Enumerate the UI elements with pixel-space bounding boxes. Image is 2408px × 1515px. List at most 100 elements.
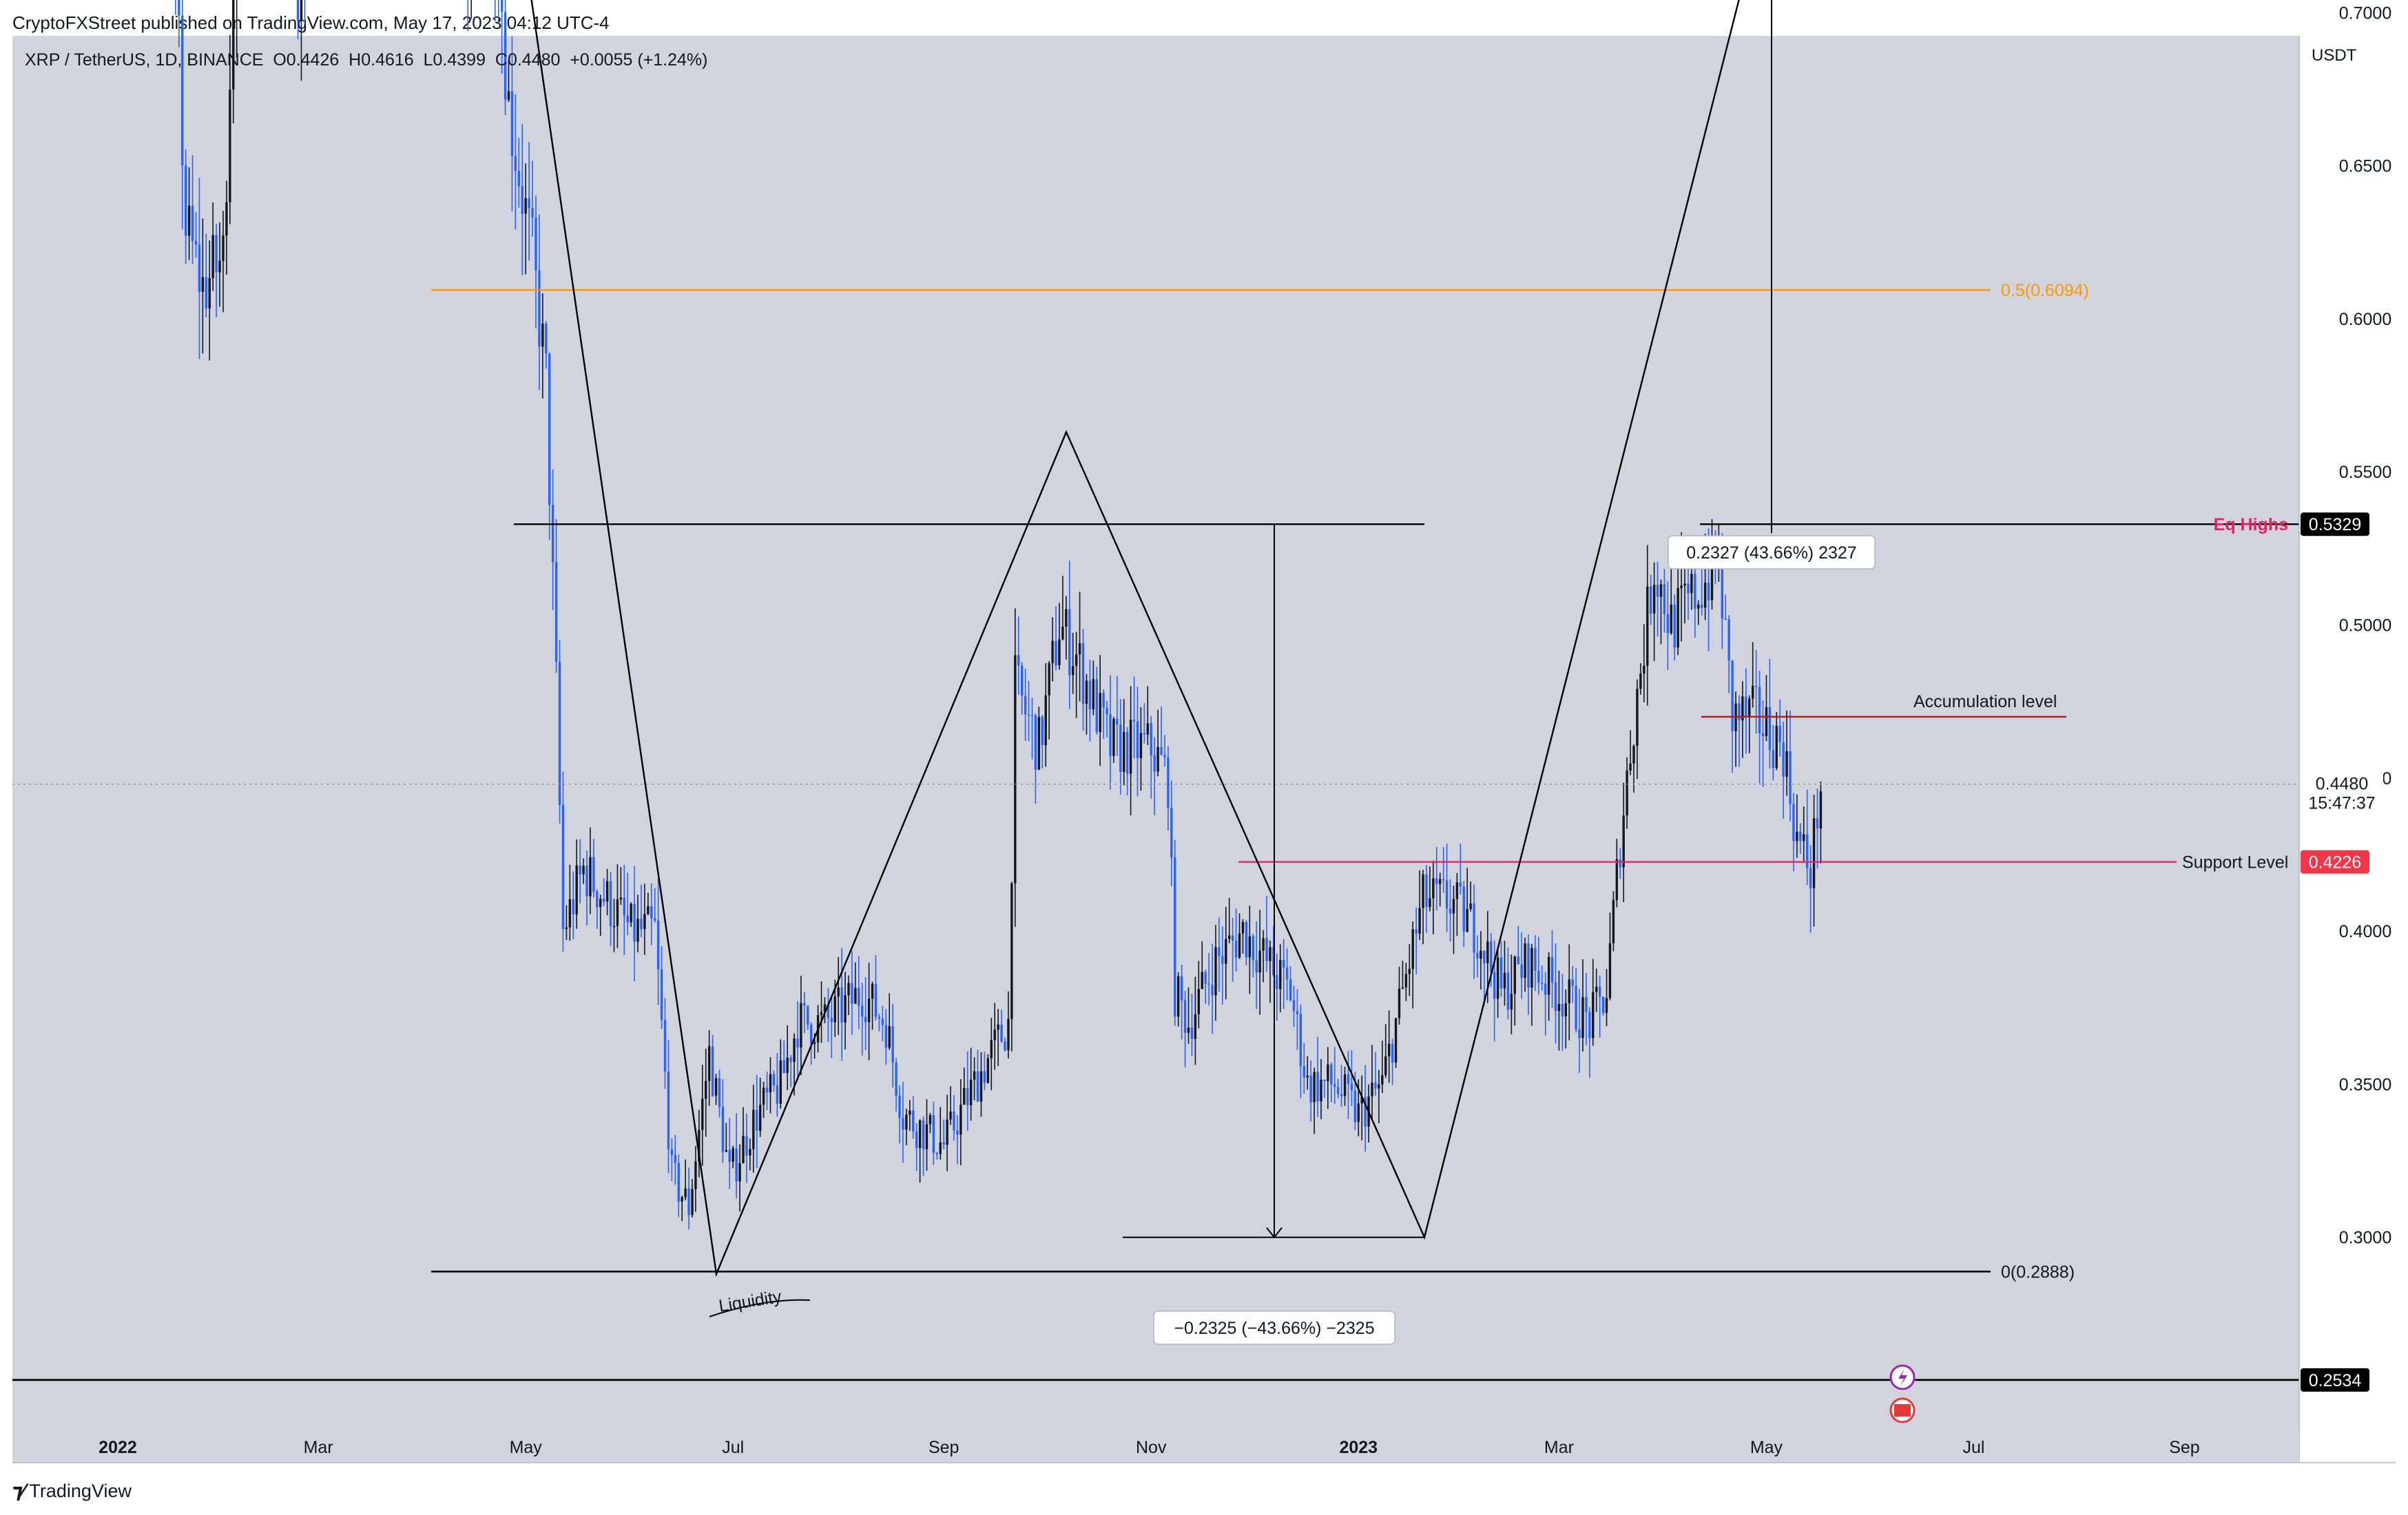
- candle-body: [663, 1020, 667, 1072]
- candle-body: [585, 866, 588, 897]
- candle-body: [1245, 921, 1248, 958]
- candle-body: [1486, 941, 1489, 963]
- candle-body: [1024, 696, 1027, 715]
- price-badge[interactable]: [2301, 512, 2369, 536]
- price-axis-pane[interactable]: [2299, 36, 2396, 1463]
- candle-body: [1670, 604, 1672, 634]
- candle-body: [514, 156, 517, 171]
- candle-body: [507, 91, 510, 100]
- candle-body: [714, 1078, 718, 1096]
- candle-body: [229, 90, 231, 202]
- candle-body: [1683, 583, 1686, 586]
- pattern-trendline[interactable]: [431, 0, 1916, 1277]
- candle-body: [990, 1040, 993, 1058]
- price-badge[interactable]: [2301, 850, 2369, 874]
- candle-body: [1449, 908, 1452, 914]
- candle-body: [854, 988, 857, 1004]
- candle-body: [1051, 640, 1054, 663]
- candle-body: [738, 1163, 741, 1182]
- candle-body: [1106, 707, 1108, 715]
- candle-body: [225, 202, 228, 236]
- time-axis-tick: May: [510, 1438, 543, 1457]
- candle-body: [1629, 763, 1632, 771]
- eq-highs-label: Eq Highs: [2214, 515, 2288, 534]
- candle-body: [572, 899, 574, 915]
- candles-layer: [175, 0, 1823, 1230]
- candle-body: [851, 983, 853, 1004]
- candle-body: [619, 897, 623, 900]
- candle-body: [1112, 718, 1115, 756]
- candle-body: [568, 899, 572, 928]
- candle-body: [1727, 619, 1730, 661]
- candle-body: [215, 235, 218, 273]
- candle-body: [191, 205, 194, 241]
- candle-body: [1422, 874, 1424, 908]
- candle-body: [858, 988, 860, 1006]
- candle-body: [1731, 660, 1734, 731]
- candle-body: [1177, 976, 1180, 1017]
- candle-body: [1608, 943, 1612, 999]
- candle-body: [1180, 976, 1183, 1001]
- candle-body: [1612, 899, 1615, 943]
- candle-body: [1789, 751, 1792, 804]
- candle-body: [864, 1016, 867, 1023]
- candle-body: [1493, 972, 1496, 999]
- candle-body: [1724, 618, 1727, 620]
- candle-body: [1276, 975, 1278, 990]
- time-axis-pane[interactable]: [12, 1430, 2299, 1463]
- candle-body: [1218, 947, 1221, 957]
- current-price-badge[interactable]: [2301, 769, 2383, 812]
- candle-body: [1636, 689, 1639, 746]
- candle-body: [670, 1149, 674, 1156]
- price-axis-tick: 0.6500: [2339, 157, 2391, 176]
- candle-body: [684, 1188, 687, 1198]
- candle-body: [1262, 938, 1265, 951]
- candle-body: [510, 91, 514, 156]
- candle-body: [694, 1161, 697, 1189]
- candle-body: [1170, 807, 1173, 858]
- candle-body: [979, 1071, 983, 1102]
- candle-body: [1360, 1096, 1363, 1104]
- price-badge[interactable]: [2301, 1368, 2369, 1392]
- candle-body: [1690, 574, 1693, 594]
- candle-body: [1371, 1083, 1373, 1097]
- candle-body: [966, 1087, 969, 1105]
- candle-body: [840, 987, 843, 1023]
- candle-body: [565, 927, 568, 930]
- candle-body: [772, 1074, 776, 1085]
- candle-body: [1102, 693, 1105, 708]
- candle-body: [1738, 703, 1741, 721]
- candle-body: [1072, 666, 1075, 676]
- price-axis-tick: 0.5000: [2339, 616, 2391, 636]
- candle-body: [1055, 640, 1057, 666]
- candle-body: [1238, 933, 1241, 958]
- footer-brand: TradingView: [29, 1481, 132, 1501]
- candle-body: [1285, 968, 1289, 980]
- candle-body: [959, 1105, 962, 1135]
- candle-body: [623, 897, 625, 916]
- time-axis-tick: Mar: [1544, 1438, 1574, 1457]
- price-axis-tick: 0.7000: [2339, 3, 2391, 23]
- candle-body: [1605, 998, 1608, 1013]
- candle-body: [749, 1149, 751, 1156]
- candle-body: [745, 1136, 748, 1156]
- tradingview-footer[interactable]: ⁊⁄ TradingView: [12, 1479, 132, 1503]
- candle-body: [1027, 714, 1030, 715]
- candle-body: [1496, 957, 1499, 999]
- candle-body: [742, 1136, 745, 1164]
- candle-body: [969, 1079, 973, 1105]
- candle-body: [1289, 979, 1292, 1001]
- chart-pane[interactable]: [12, 36, 2299, 1463]
- candle-body: [915, 1131, 918, 1148]
- candle-body: [728, 1150, 731, 1162]
- candle-body: [705, 1080, 707, 1099]
- symbol-title: XRP / TetherUS, 1D, BINANCE: [25, 50, 264, 70]
- candle-body: [1404, 974, 1408, 988]
- candle-body: [596, 891, 599, 908]
- candle-body: [1700, 605, 1703, 608]
- candle-body: [1194, 1014, 1197, 1039]
- candle-body: [1327, 1064, 1329, 1081]
- candle-body: [551, 505, 554, 563]
- lightning-event-icon-glyph: [1898, 1369, 1907, 1386]
